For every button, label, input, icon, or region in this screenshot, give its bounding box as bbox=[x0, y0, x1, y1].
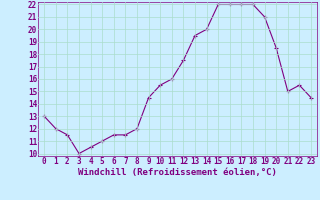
X-axis label: Windchill (Refroidissement éolien,°C): Windchill (Refroidissement éolien,°C) bbox=[78, 168, 277, 177]
